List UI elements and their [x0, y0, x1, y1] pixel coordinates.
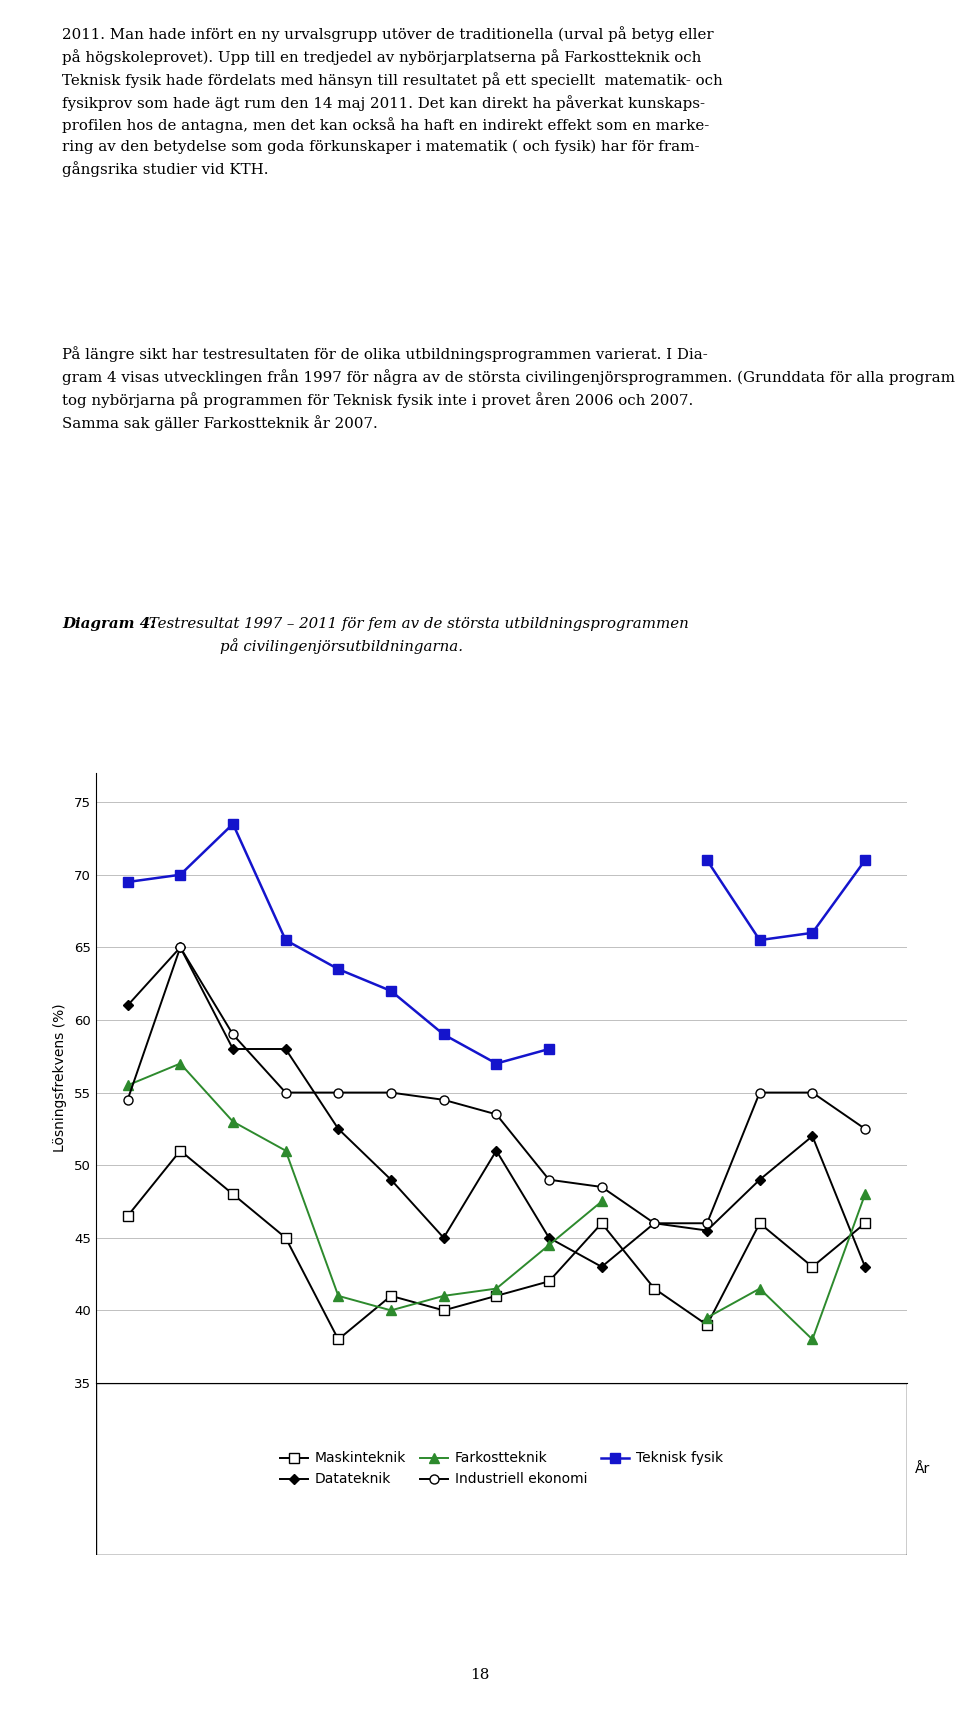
Text: År: År: [915, 1462, 930, 1476]
Text: På längre sikt har testresultaten för de olika utbildningsprogrammen varierat. I: På längre sikt har testresultaten för de…: [62, 347, 960, 431]
Y-axis label: Lösningsfrekvens (%): Lösningsfrekvens (%): [53, 1003, 67, 1153]
Text: Testresultat 1997 – 2011 för fem av de största utbildningsprogrammen
           : Testresultat 1997 – 2011 för fem av de s…: [144, 617, 688, 655]
Text: 2011. Man hade infört en ny urvalsgrupp utöver de traditionella (urval på betyg : 2011. Man hade infört en ny urvalsgrupp …: [62, 26, 723, 177]
Text: Diagram 4:: Diagram 4:: [62, 617, 156, 632]
FancyBboxPatch shape: [96, 1383, 907, 1555]
Text: 18: 18: [470, 1668, 490, 1682]
Legend: Maskinteknik, Datateknik, Farkostteknik, Industriell ekonomi, Teknisk fysik: Maskinteknik, Datateknik, Farkostteknik,…: [274, 1445, 730, 1493]
